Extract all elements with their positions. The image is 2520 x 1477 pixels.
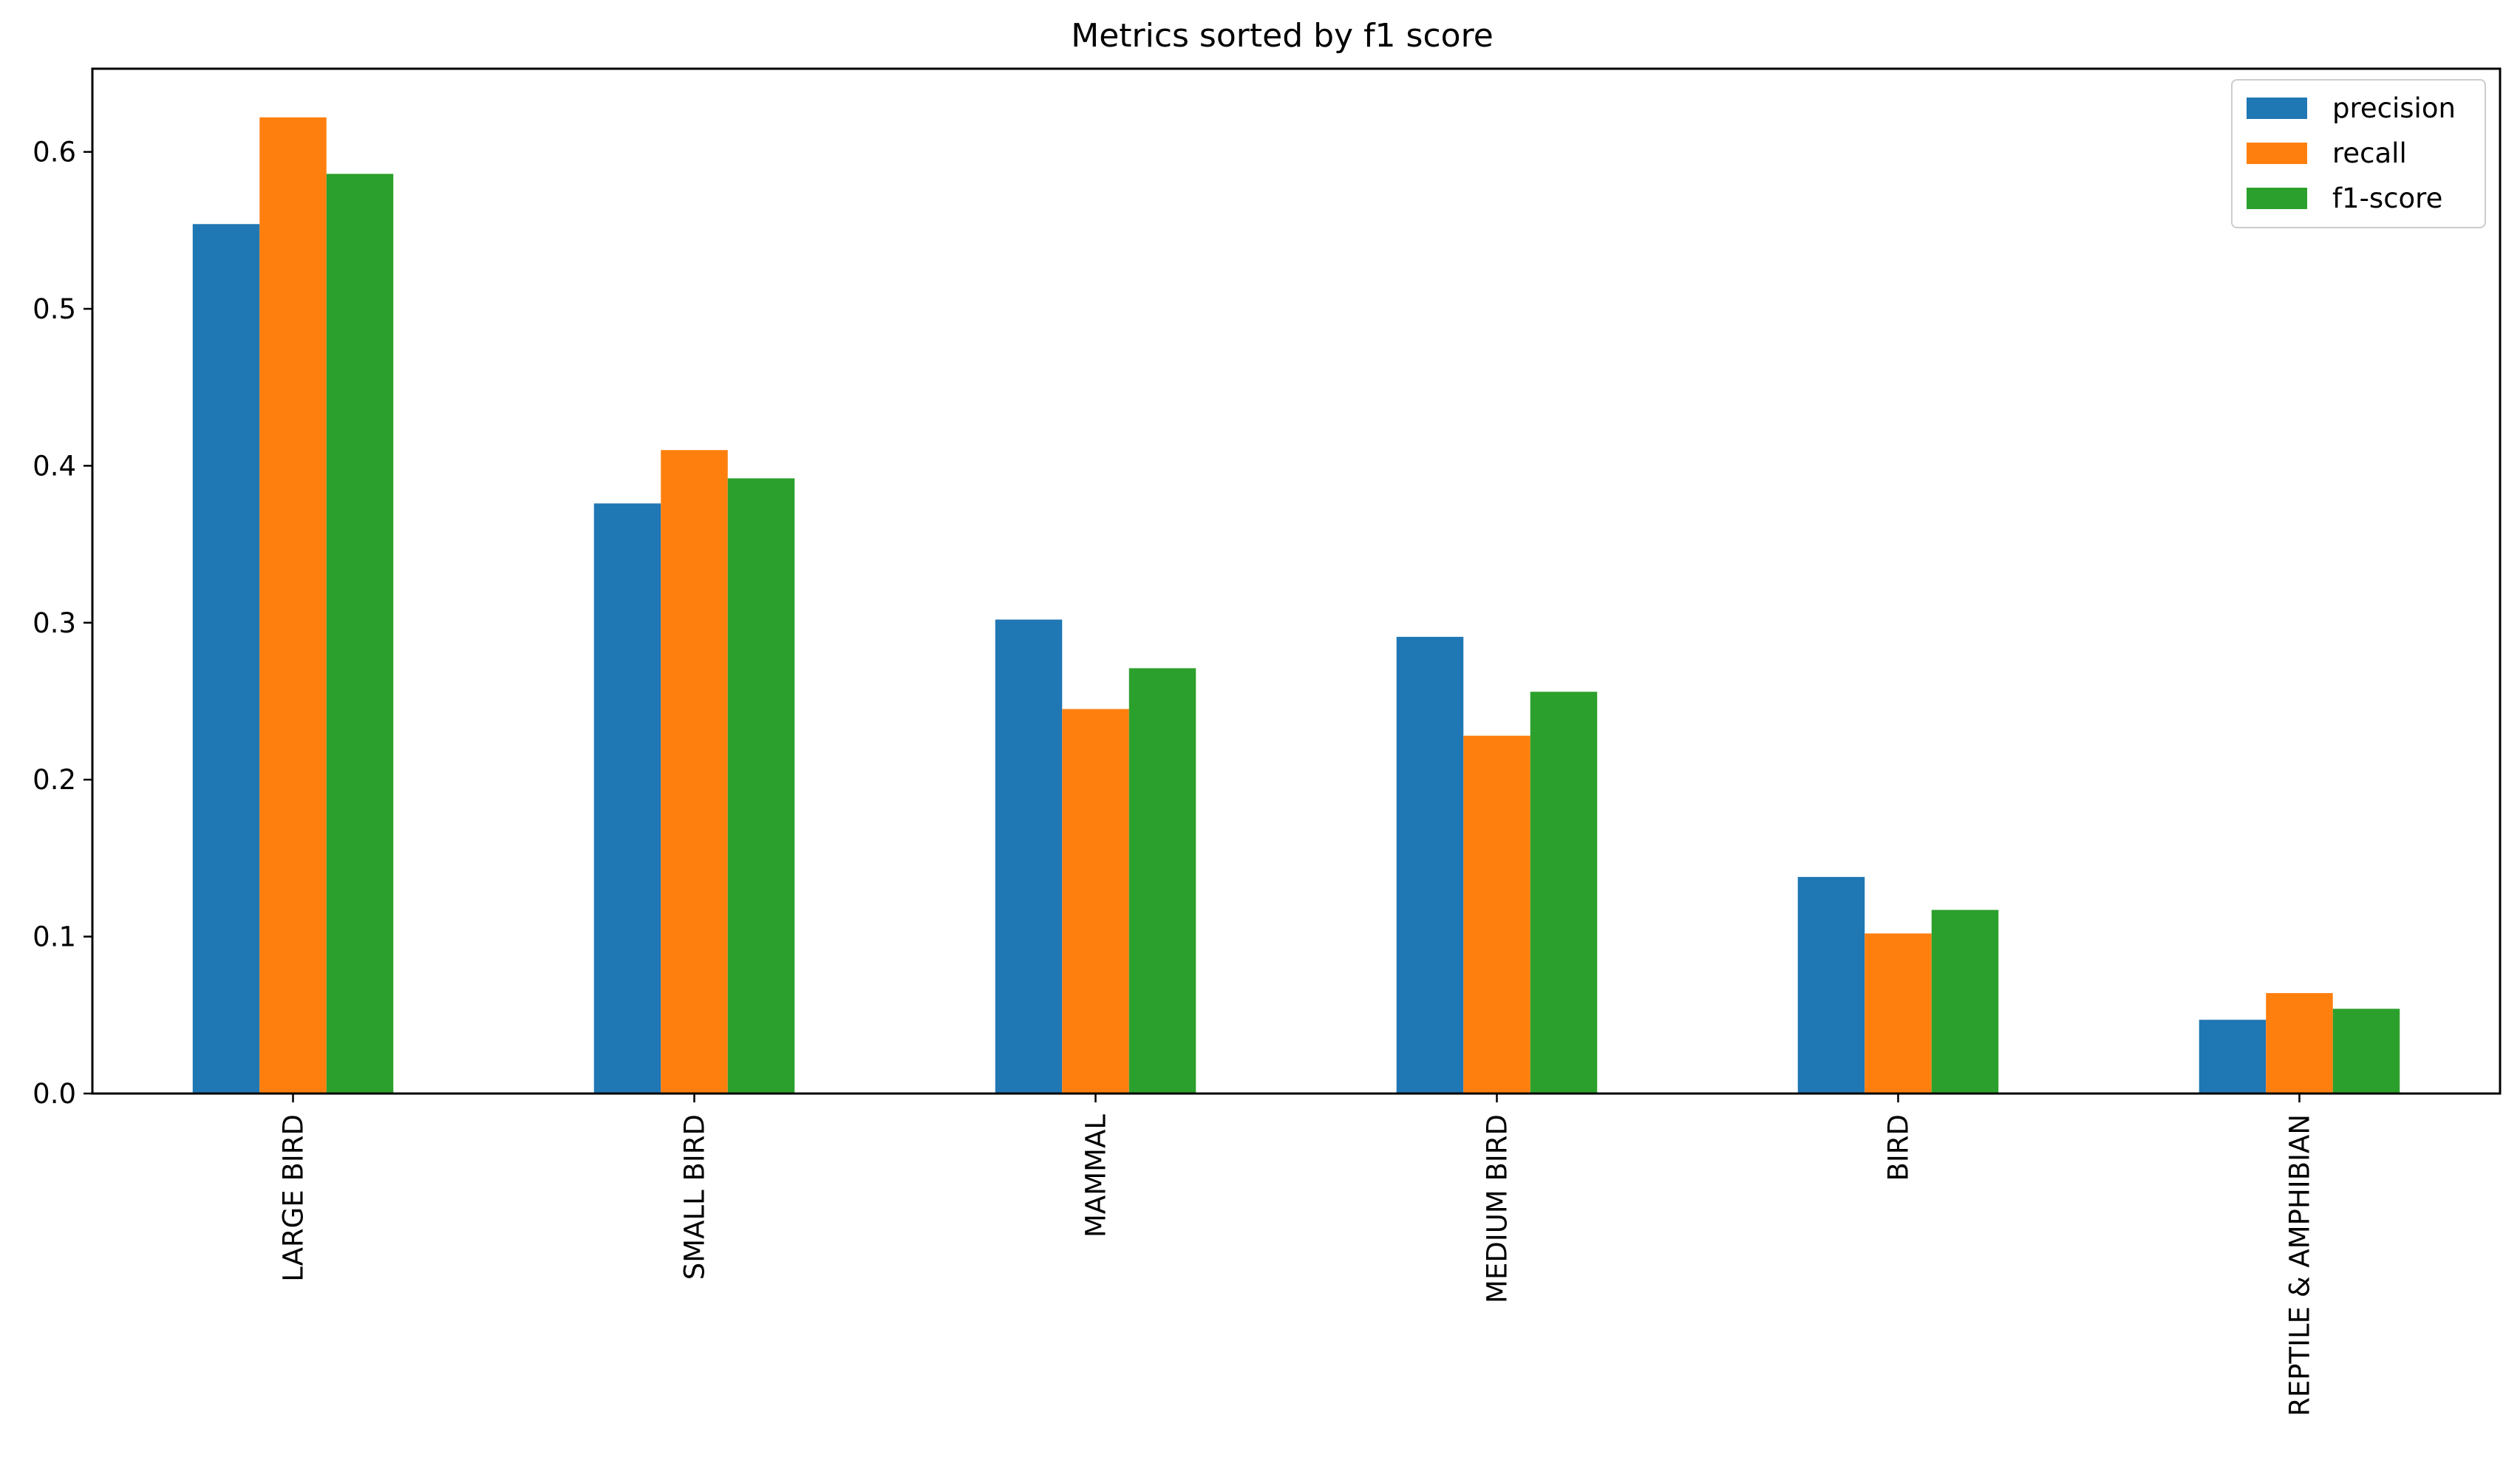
x-tick-label: REPTILE & AMPHIBIAN (2284, 1114, 2316, 1416)
legend-label-f1-score: f1-score (2332, 183, 2442, 214)
y-tick-label: 0.4 (33, 450, 76, 482)
y-tick-label: 0.3 (33, 607, 76, 639)
y-tick-label: 0.0 (33, 1078, 76, 1110)
bar-f1-score-medium-bird (1530, 692, 1598, 1094)
x-tick-label: MAMMAL (1080, 1114, 1112, 1238)
bar-precision-reptile-amphibian (2199, 1020, 2267, 1094)
bar-recall-small-bird (661, 450, 728, 1094)
x-axis: LARGE BIRD SMALL BIRD MAMMAL MEDIUM BIRD BIR… (278, 1094, 2316, 1416)
y-tick-label: 0.5 (33, 293, 76, 325)
legend-swatch-f1-score (2247, 188, 2307, 209)
y-axis: 0.0 0.1 0.2 0.3 0.4 0.5 0.6 (33, 137, 92, 1110)
x-tick-label: LARGE BIRD (278, 1114, 310, 1282)
bar-precision-medium-bird (1396, 636, 1464, 1094)
x-tick-label: SMALL BIRD (679, 1114, 711, 1280)
bar-precision-mammal (995, 619, 1063, 1094)
legend-swatch-recall (2247, 143, 2307, 164)
bar-precision-small-bird (593, 503, 661, 1094)
y-tick-label: 0.2 (33, 764, 76, 796)
bar-recall-reptile-amphibian (2266, 993, 2333, 1094)
bar-f1-score-mammal (1128, 668, 1196, 1094)
bar-recall-bird (1865, 933, 1932, 1094)
legend-swatch-precision (2247, 98, 2307, 119)
y-tick-label: 0.6 (33, 137, 76, 168)
bar-f1-score-bird (1931, 910, 1999, 1094)
y-tick-label: 0.1 (33, 921, 76, 953)
bar-f1-score-reptile-amphibian (2332, 1009, 2400, 1094)
bars-layer (192, 117, 2400, 1094)
bar-recall-mammal (1062, 709, 1129, 1094)
chart-title: Metrics sorted by f1 score (1071, 17, 1494, 55)
legend-label-precision: precision (2332, 92, 2456, 124)
bar-f1-score-large-bird (326, 174, 394, 1094)
x-tick-label: MEDIUM BIRD (1482, 1114, 1513, 1303)
bar-recall-medium-bird (1463, 735, 1530, 1094)
legend: precision recall f1-score (2231, 79, 2486, 228)
bar-f1-score-small-bird (727, 478, 795, 1094)
legend-label-recall: recall (2332, 137, 2407, 169)
x-tick-label: BIRD (1883, 1114, 1915, 1181)
bar-precision-bird (1797, 876, 1865, 1094)
plot-frame (91, 67, 2502, 1095)
bar-recall-large-bird (259, 117, 327, 1094)
bar-precision-large-bird (192, 224, 260, 1094)
